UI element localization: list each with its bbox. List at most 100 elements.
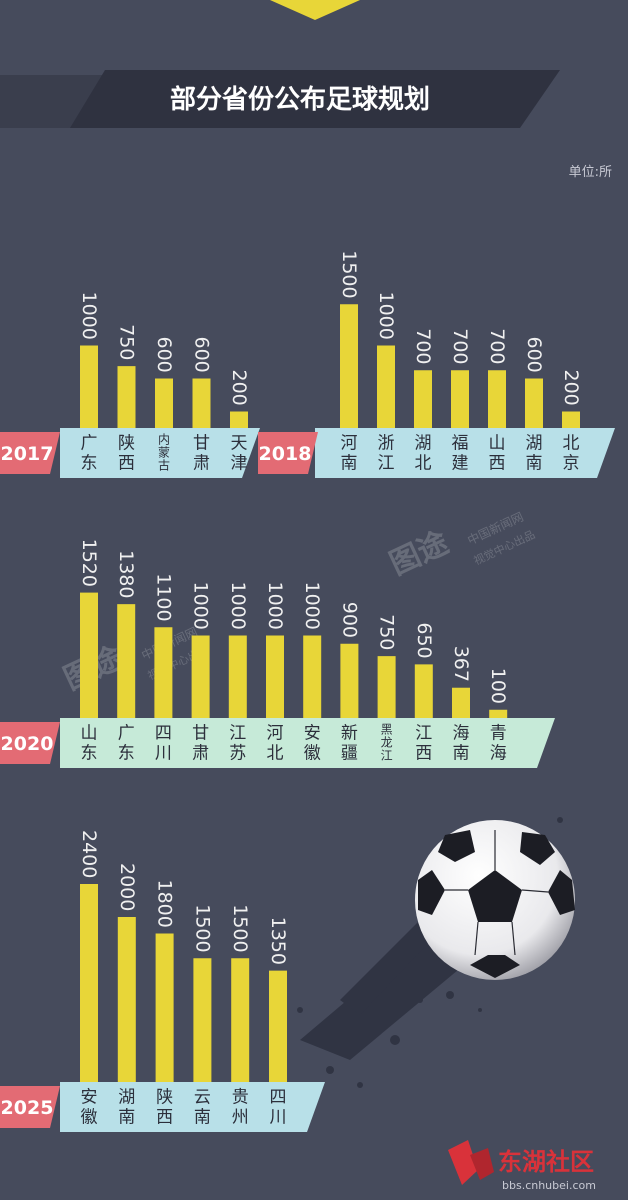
category-label-2020-青海: 青海 xyxy=(490,724,507,764)
bar-2020-河北 xyxy=(266,635,284,718)
category-label-2018-湖南: 湖南 xyxy=(526,434,543,474)
year-tag-2025 xyxy=(0,1086,60,1128)
category-label-2020-江苏: 江苏 xyxy=(229,724,246,764)
bar-2018-湖南 xyxy=(525,378,543,428)
value-label-2025-安徽: 2400 xyxy=(78,830,100,878)
bar-2017-天津 xyxy=(230,411,248,428)
category-label-2025-四川: 四川 xyxy=(270,1088,287,1128)
category-label-2018-福建: 福建 xyxy=(452,434,469,474)
category-label-2020-海南: 海南 xyxy=(453,724,470,764)
unit-label: 单位:所 xyxy=(569,165,612,180)
category-label-2017-广东: 广东 xyxy=(81,434,98,474)
value-label-2020-江西: 650 xyxy=(413,622,435,658)
value-label-2020-青海: 100 xyxy=(487,668,509,704)
year-label-2017: 2017 xyxy=(1,443,54,465)
bar-2017-内蒙古 xyxy=(155,378,173,428)
bar-2020-新疆 xyxy=(340,643,359,718)
category-label-2025-湖南: 湖南 xyxy=(118,1088,135,1128)
category-label-2018-山西: 山西 xyxy=(489,434,506,474)
value-label-2017-天津: 200 xyxy=(228,370,250,406)
category-label-2020-新疆: 新疆 xyxy=(341,724,358,764)
category-band-2018 xyxy=(315,428,615,478)
category-label-2017-天津: 天津 xyxy=(231,434,248,474)
value-label-2018-河南: 1500 xyxy=(338,250,360,298)
bar-2020-青海 xyxy=(489,709,508,718)
category-label-2020-黑龙江: 黑龙江 xyxy=(381,723,393,763)
bar-2018-河南 xyxy=(340,304,358,428)
year-tag-2020 xyxy=(0,722,60,764)
top-chevron-decoration xyxy=(270,0,360,20)
bar-2025-贵州 xyxy=(231,958,250,1082)
value-label-2018-湖南: 600 xyxy=(523,337,545,373)
chart-2025: 2025 2400 安徽 2000 湖南 1800 陕西 1500 云南 1500 贵州 1350 四川 xyxy=(0,830,325,1132)
category-label-2020-安徽: 安徽 xyxy=(304,724,321,764)
value-label-2020-江苏: 1000 xyxy=(227,582,249,630)
value-label-2020-广东: 1380 xyxy=(115,550,137,598)
soccer-ball-icon xyxy=(415,820,575,980)
bar-2025-云南 xyxy=(193,958,212,1082)
year-label-2025: 2025 xyxy=(1,1097,54,1119)
category-band-2020 xyxy=(60,718,555,768)
bar-2018-福建 xyxy=(451,370,469,428)
bar-2018-山西 xyxy=(488,370,506,428)
value-label-2018-福建: 700 xyxy=(449,328,471,364)
bar-2020-江西 xyxy=(414,664,433,718)
charts-group: 2017 1000 广东 750 陕西 600 内蒙古 600 甘肃 200 天津 2018 1500 河… xyxy=(0,250,615,1132)
watermark-top: 图途 中国新闻网 视觉中心出品 xyxy=(385,509,537,582)
category-band-2025 xyxy=(60,1082,325,1132)
watermark-brand: 图途 xyxy=(385,525,455,583)
bar-2020-海南 xyxy=(452,687,470,718)
category-label-2025-贵州: 贵州 xyxy=(232,1088,249,1128)
bar-2020-四川 xyxy=(154,627,173,718)
bar-2018-湖北 xyxy=(414,370,432,428)
category-label-2018-浙江: 浙江 xyxy=(378,434,395,474)
site-logo: 东湖社区 bbs.cnhubei.com xyxy=(448,1140,596,1192)
bar-2020-江苏 xyxy=(228,635,247,718)
bar-2020-安徽 xyxy=(303,635,322,718)
bar-2017-陕西 xyxy=(117,366,136,428)
logo-url: bbs.cnhubei.com xyxy=(502,1179,596,1192)
category-label-2018-北京: 北京 xyxy=(563,434,580,474)
bar-2020-广东 xyxy=(117,604,136,718)
category-label-2020-山东: 山东 xyxy=(81,724,98,764)
value-label-2020-新疆: 900 xyxy=(338,602,360,638)
value-label-2018-北京: 200 xyxy=(560,370,582,406)
year-label-2018: 2018 xyxy=(259,443,312,465)
value-label-2025-湖南: 2000 xyxy=(116,863,138,911)
value-label-2025-云南: 1500 xyxy=(191,904,213,952)
value-label-2020-海南: 367 xyxy=(450,646,472,682)
chart-2020: 2020 1520 山东 1380 广东 1100 四川 1000 甘肃 1000 江苏 1000 河北… xyxy=(0,539,555,768)
bar-2020-甘肃 xyxy=(191,635,210,718)
value-label-2020-河北: 1000 xyxy=(264,582,286,630)
bar-2025-四川 xyxy=(269,970,287,1082)
value-label-2017-陕西: 750 xyxy=(116,324,138,360)
value-label-2017-甘肃: 600 xyxy=(191,337,213,373)
category-label-2018-河南: 河南 xyxy=(341,434,358,474)
header-band xyxy=(70,70,560,128)
bar-2025-陕西 xyxy=(155,933,174,1082)
value-label-2018-山西: 700 xyxy=(486,328,508,364)
category-label-2025-安徽: 安徽 xyxy=(81,1088,98,1128)
chart-2018: 2018 1500 河南 1000 浙江 700 湖北 700 福建 700 山西 600 湖南 200 北… xyxy=(258,250,615,478)
bar-2018-浙江 xyxy=(377,345,395,428)
value-label-2017-广东: 1000 xyxy=(78,292,100,340)
category-label-2020-甘肃: 甘肃 xyxy=(192,724,209,764)
year-label-2020: 2020 xyxy=(1,733,54,755)
category-band-2017 xyxy=(60,428,260,478)
bar-2025-安徽 xyxy=(80,884,98,1082)
bar-2020-黑龙江 xyxy=(377,656,396,718)
value-label-2020-安徽: 1000 xyxy=(301,582,323,630)
category-label-2020-江西: 江西 xyxy=(415,724,432,764)
value-label-2020-四川: 1100 xyxy=(152,573,174,621)
bar-2025-湖南 xyxy=(117,917,136,1082)
value-label-2018-湖北: 700 xyxy=(412,328,434,364)
category-label-2017-陕西: 陕西 xyxy=(118,434,135,474)
bar-2017-广东 xyxy=(80,345,98,428)
value-label-2020-黑龙江: 750 xyxy=(376,614,398,650)
value-label-2020-山东: 1520 xyxy=(78,539,100,587)
category-label-2020-广东: 广东 xyxy=(118,724,135,764)
category-label-2025-云南: 云南 xyxy=(194,1088,211,1128)
category-label-2018-湖北: 湖北 xyxy=(415,434,432,474)
value-label-2017-内蒙古: 600 xyxy=(153,337,175,373)
